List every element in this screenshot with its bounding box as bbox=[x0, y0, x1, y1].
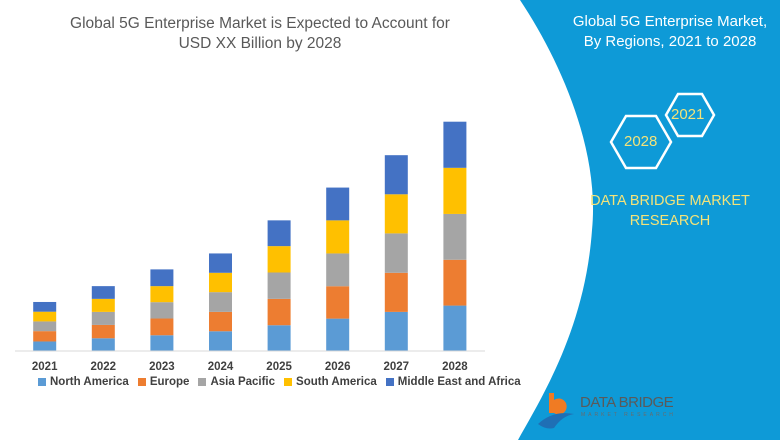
title-line-1: Global 5G Enterprise Market is Expected … bbox=[70, 15, 450, 32]
bar-segment-2026-south-america bbox=[326, 220, 350, 254]
bar-segment-2028-north-america bbox=[443, 305, 467, 351]
x-tick-label: 2025 bbox=[266, 361, 292, 373]
legend-item: Asia Pacific bbox=[198, 376, 275, 388]
bar-segment-2025-asia-pacific bbox=[267, 272, 291, 299]
hex-label-2028: 2028 bbox=[624, 133, 658, 150]
bar-segment-2024-south-america bbox=[209, 272, 232, 293]
bar-segment-2021-north-america bbox=[33, 341, 57, 351]
legend-swatch bbox=[38, 378, 46, 386]
legend-swatch bbox=[284, 378, 293, 386]
stacked-bar-chart bbox=[33, 121, 467, 351]
bar-segment-2023-europe bbox=[150, 318, 174, 336]
bar-segment-2024-north-america bbox=[209, 331, 232, 351]
bar-segment-2026-asia-pacific bbox=[326, 253, 350, 287]
side-title: Global 5G Enterprise Market, By Regions,… bbox=[560, 12, 780, 52]
legend-label: South America bbox=[296, 376, 377, 388]
hexagon-2021 bbox=[664, 92, 716, 138]
bar-segment-2022-europe bbox=[91, 324, 115, 339]
legend-label: Asia Pacific bbox=[210, 376, 276, 388]
bar-segment-2027-south-america bbox=[384, 194, 408, 234]
bar-segment-2025-south-america bbox=[267, 246, 291, 273]
x-tick-label: 2021 bbox=[31, 361, 58, 373]
bar-segment-2028-asia-pacific bbox=[443, 213, 467, 260]
bar-segment-2026-middle-east-and-africa bbox=[326, 187, 350, 221]
bar-segment-2021-asia-pacific bbox=[33, 321, 57, 332]
brand-line-2: RESEARCH bbox=[629, 213, 711, 229]
bar-segment-2026-north-america bbox=[326, 318, 350, 351]
x-tick-label: 2024 bbox=[207, 361, 234, 373]
bar-segment-2025-middle-east-and-africa bbox=[267, 220, 291, 247]
legend-item: South America bbox=[284, 376, 377, 388]
legend-swatch bbox=[198, 378, 207, 386]
bar-segment-2028-middle-east-and-africa bbox=[443, 121, 467, 168]
hexagon-2028 bbox=[609, 114, 673, 170]
logo-text: DATA BRIDGE bbox=[580, 394, 674, 411]
x-tick-label: 2026 bbox=[324, 361, 351, 373]
side-panel bbox=[518, 0, 780, 440]
legend-swatch bbox=[385, 378, 394, 386]
bar-segment-2027-north-america bbox=[384, 311, 408, 351]
legend-swatch bbox=[137, 378, 146, 386]
legend-label: North America bbox=[50, 376, 129, 388]
bar-segment-2022-asia-pacific bbox=[91, 311, 115, 325]
x-tick-label: 2023 bbox=[149, 361, 175, 373]
bar-segment-2021-south-america bbox=[33, 311, 57, 322]
logo-subtext: MARKET RESEARCH bbox=[581, 412, 676, 418]
title-line-2: USD XX Billion by 2028 bbox=[178, 35, 342, 52]
bar-segment-2028-south-america bbox=[443, 167, 467, 214]
bar-segment-2023-asia-pacific bbox=[150, 302, 174, 319]
bar-segment-2024-europe bbox=[209, 311, 232, 332]
legend-label: Middle East and Africa bbox=[397, 376, 521, 388]
bar-segment-2027-europe bbox=[384, 272, 408, 312]
x-tick-label: 2022 bbox=[90, 361, 117, 373]
bar-segment-2024-middle-east-and-africa bbox=[209, 253, 232, 273]
bar-segment-2026-europe bbox=[326, 286, 350, 319]
brand-line-1: DATA BRIDGE MARKET bbox=[590, 193, 750, 209]
bar-segment-2022-south-america bbox=[91, 298, 115, 312]
side-title-line-1: Global 5G Enterprise Market, bbox=[572, 13, 768, 30]
bar-segment-2022-middle-east-and-africa bbox=[91, 286, 115, 299]
logo-mark-icon bbox=[538, 393, 574, 429]
bar-segment-2025-europe bbox=[267, 298, 291, 326]
bar-segment-2023-south-america bbox=[150, 286, 174, 303]
bar-segment-2023-middle-east-and-africa bbox=[150, 269, 174, 287]
bar-segment-2027-asia-pacific bbox=[384, 233, 408, 273]
legend: North America Europe Asia Pacific South Ame… bbox=[38, 376, 521, 388]
chart-title: Global 5G Enterprise Market is Expected … bbox=[40, 14, 480, 54]
bar-segment-2021-europe bbox=[33, 331, 57, 342]
bar-segment-2028-europe bbox=[443, 259, 467, 306]
brand-text: DATA BRIDGE MARKET RESEARCH bbox=[585, 191, 755, 231]
bar-segment-2024-asia-pacific bbox=[209, 292, 232, 312]
bar-segment-2022-north-america bbox=[91, 338, 115, 351]
hex-label-2021: 2021 bbox=[671, 106, 705, 123]
bar-segment-2027-middle-east-and-africa bbox=[384, 155, 408, 195]
legend-label: Europe bbox=[149, 376, 190, 388]
bar-segment-2023-north-america bbox=[150, 335, 174, 351]
x-tick-label: 2027 bbox=[383, 361, 410, 373]
legend-item: North America bbox=[38, 376, 129, 388]
legend-item: Middle East and Africa bbox=[385, 376, 521, 388]
bar-segment-2025-north-america bbox=[267, 325, 291, 351]
x-tick-label: 2028 bbox=[442, 361, 468, 373]
bar-segment-2021-middle-east-and-africa bbox=[33, 301, 57, 312]
side-title-line-2: By Regions, 2021 to 2028 bbox=[583, 33, 757, 50]
legend-item: Europe bbox=[137, 376, 190, 388]
